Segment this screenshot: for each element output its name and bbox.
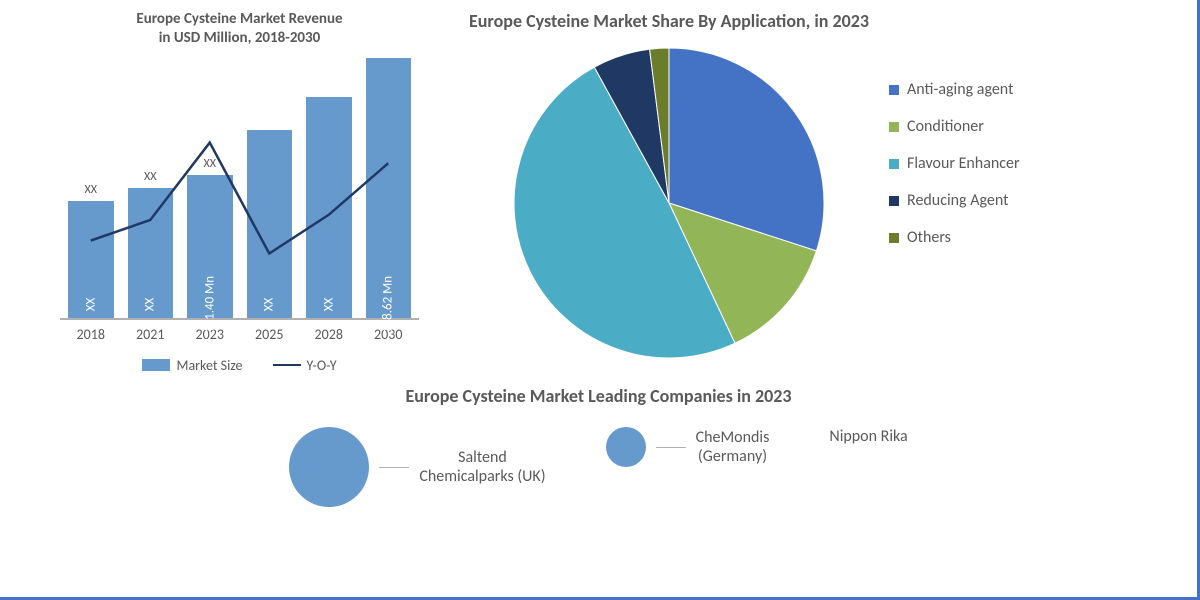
legend-yoy: Y-O-Y xyxy=(273,357,337,374)
bar-chart-title-line1: Europe Cysteine Market Revenue xyxy=(60,10,419,29)
bar: XXXX xyxy=(68,201,114,318)
bubble-label: Nippon Rika xyxy=(829,427,907,446)
swatch-icon xyxy=(889,159,899,169)
pie-chart xyxy=(509,43,829,363)
x-axis-label: 2028 xyxy=(306,326,352,343)
pie-legend-label: Reducing Agent xyxy=(907,191,1008,210)
bar-swatch-icon xyxy=(142,359,170,371)
pie-legend-item: Others xyxy=(889,228,1020,247)
bubble-chart: SaltendChemicalparks (UK) CheMondis(Germa… xyxy=(60,427,1137,507)
pie-legend-label: Others xyxy=(907,228,951,247)
bar: 168.62 Mn xyxy=(366,58,412,318)
bar-inner-label: XX xyxy=(321,297,336,311)
bar-top-label: XX xyxy=(204,157,216,171)
pie-legend-item: Anti-aging agent xyxy=(889,80,1020,99)
pie-legend-label: Flavour Enhancer xyxy=(907,154,1020,173)
line-swatch-icon xyxy=(273,364,301,366)
bar-column: XXXX xyxy=(128,188,174,318)
swatch-icon xyxy=(889,233,899,243)
pie-chart-title: Europe Cysteine Market Share By Applicat… xyxy=(469,10,869,33)
pie-legend-item: Flavour Enhancer xyxy=(889,154,1020,173)
x-axis-label: 2018 xyxy=(68,326,114,343)
bar-column: XXXX xyxy=(68,201,114,318)
swatch-icon xyxy=(889,85,899,95)
legend-bar-label: Market Size xyxy=(176,357,242,374)
bubble-label: CheMondis(Germany) xyxy=(696,428,770,466)
x-axis-label: 2021 xyxy=(128,326,174,343)
bubble-item: Nippon Rika xyxy=(829,427,907,446)
bar-chart-plot: XXXXXXXXXX111.40 MnXXXX168.62 Mn xyxy=(60,60,419,320)
bar-chart-legend: Market Size Y-O-Y xyxy=(60,357,419,374)
leader-line-icon xyxy=(379,467,409,468)
bar-chart: Europe Cysteine Market Revenue in USD Mi… xyxy=(0,0,429,380)
bubble-label-line: CheMondis xyxy=(696,428,770,447)
bar-chart-x-axis: 201820212023202520282030 xyxy=(60,320,419,343)
bar-column: XX xyxy=(306,97,352,318)
bar-column: XX111.40 Mn xyxy=(187,175,233,318)
bar-top-label: XX xyxy=(144,170,156,184)
x-axis-label: 2025 xyxy=(247,326,293,343)
bar: XX xyxy=(247,130,293,317)
pie-legend-label: Anti-aging agent xyxy=(907,80,1013,99)
pie-legend-item: Conditioner xyxy=(889,117,1020,136)
bar-inner-label: XX xyxy=(83,297,98,311)
bar-inner-label: XX xyxy=(262,297,277,311)
bar: XXXX xyxy=(128,188,174,318)
leader-line-icon xyxy=(656,447,686,448)
bar-inner-label: XX xyxy=(143,297,158,311)
swatch-icon xyxy=(889,196,899,206)
bubble-item: SaltendChemicalparks (UK) xyxy=(289,427,545,507)
bubble-circle-icon xyxy=(289,427,369,507)
bubble-title: Europe Cysteine Market Leading Companies… xyxy=(60,385,1137,407)
bubble-item: CheMondis(Germany) xyxy=(606,427,770,467)
bar-top-label: XX xyxy=(85,183,97,197)
bubble-label-line: (Germany) xyxy=(696,447,770,466)
bar-inner-label: 111.40 Mn xyxy=(202,275,217,332)
bar-chart-title: Europe Cysteine Market Revenue in USD Mi… xyxy=(60,10,419,48)
pie-chart-legend: Anti-aging agent Conditioner Flavour Enhan… xyxy=(889,80,1020,370)
bubble-label: SaltendChemicalparks (UK) xyxy=(419,448,545,486)
pie-legend-label: Conditioner xyxy=(907,117,984,136)
bubble-label-line: Saltend xyxy=(419,448,545,467)
bar-inner-label: 168.62 Mn xyxy=(381,275,396,332)
legend-line-label: Y-O-Y xyxy=(307,357,337,374)
swatch-icon xyxy=(889,122,899,132)
pie-legend-item: Reducing Agent xyxy=(889,191,1020,210)
pie-chart-section: Europe Cysteine Market Share By Applicat… xyxy=(429,0,1197,380)
legend-market-size: Market Size xyxy=(142,357,242,374)
bubble-section: Europe Cysteine Market Leading Companies… xyxy=(0,380,1197,507)
bubble-circle-icon xyxy=(606,427,646,467)
bar: XX111.40 Mn xyxy=(187,175,233,318)
bar-chart-title-line2: in USD Million, 2018-2030 xyxy=(60,29,419,48)
bubble-label-line: Nippon Rika xyxy=(829,427,907,446)
bubble-label-line: Chemicalparks (UK) xyxy=(419,467,545,486)
bar-column: XX xyxy=(247,130,293,317)
bar: XX xyxy=(306,97,352,318)
bar-column: 168.62 Mn xyxy=(366,58,412,318)
